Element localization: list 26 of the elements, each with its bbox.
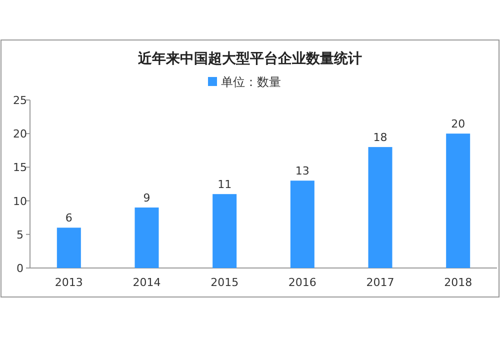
y-tick-label: 0	[16, 262, 24, 275]
bar	[134, 208, 159, 268]
y-tick-label: 5	[16, 228, 24, 242]
x-tick-label: 2018	[444, 276, 472, 289]
y-tick-label: 20	[13, 128, 27, 141]
x-tick-label: 2014	[132, 276, 161, 289]
bar	[446, 134, 470, 268]
data-label: 20	[451, 118, 466, 131]
data-label: 9	[143, 192, 150, 205]
data-label: 11	[218, 178, 232, 192]
data-label: 6	[65, 212, 72, 225]
y-tick-label: 15	[13, 161, 27, 174]
y-tick-label: 10	[13, 194, 27, 208]
bar	[212, 194, 237, 268]
legend-label: 单位：数量	[221, 75, 281, 89]
bar	[56, 228, 81, 268]
chart-title: 近年来中国超大型平台企业数量统计	[137, 50, 362, 67]
x-tick-label: 2015	[210, 276, 239, 289]
data-label: 13	[295, 164, 310, 178]
data-label: 18	[373, 131, 388, 144]
x-tick-label: 2017	[366, 276, 394, 289]
bar	[368, 147, 392, 268]
y-tick-label: 25	[13, 94, 27, 107]
x-tick-label: 2013	[54, 276, 83, 289]
x-tick-label: 2016	[288, 276, 316, 289]
bar	[290, 180, 314, 268]
